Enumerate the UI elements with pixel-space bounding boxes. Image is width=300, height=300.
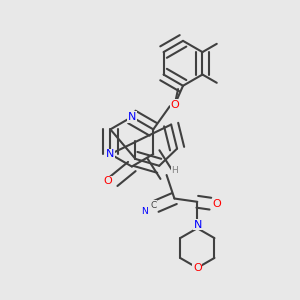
Text: O: O [170, 100, 179, 110]
Text: O: O [193, 263, 202, 273]
Text: C: C [150, 201, 157, 210]
Text: N: N [128, 112, 136, 122]
Text: O: O [103, 176, 112, 186]
Text: N: N [141, 207, 147, 216]
Text: O: O [213, 199, 221, 209]
Text: H: H [172, 166, 178, 175]
Text: N: N [194, 220, 202, 230]
Text: N: N [106, 149, 115, 159]
